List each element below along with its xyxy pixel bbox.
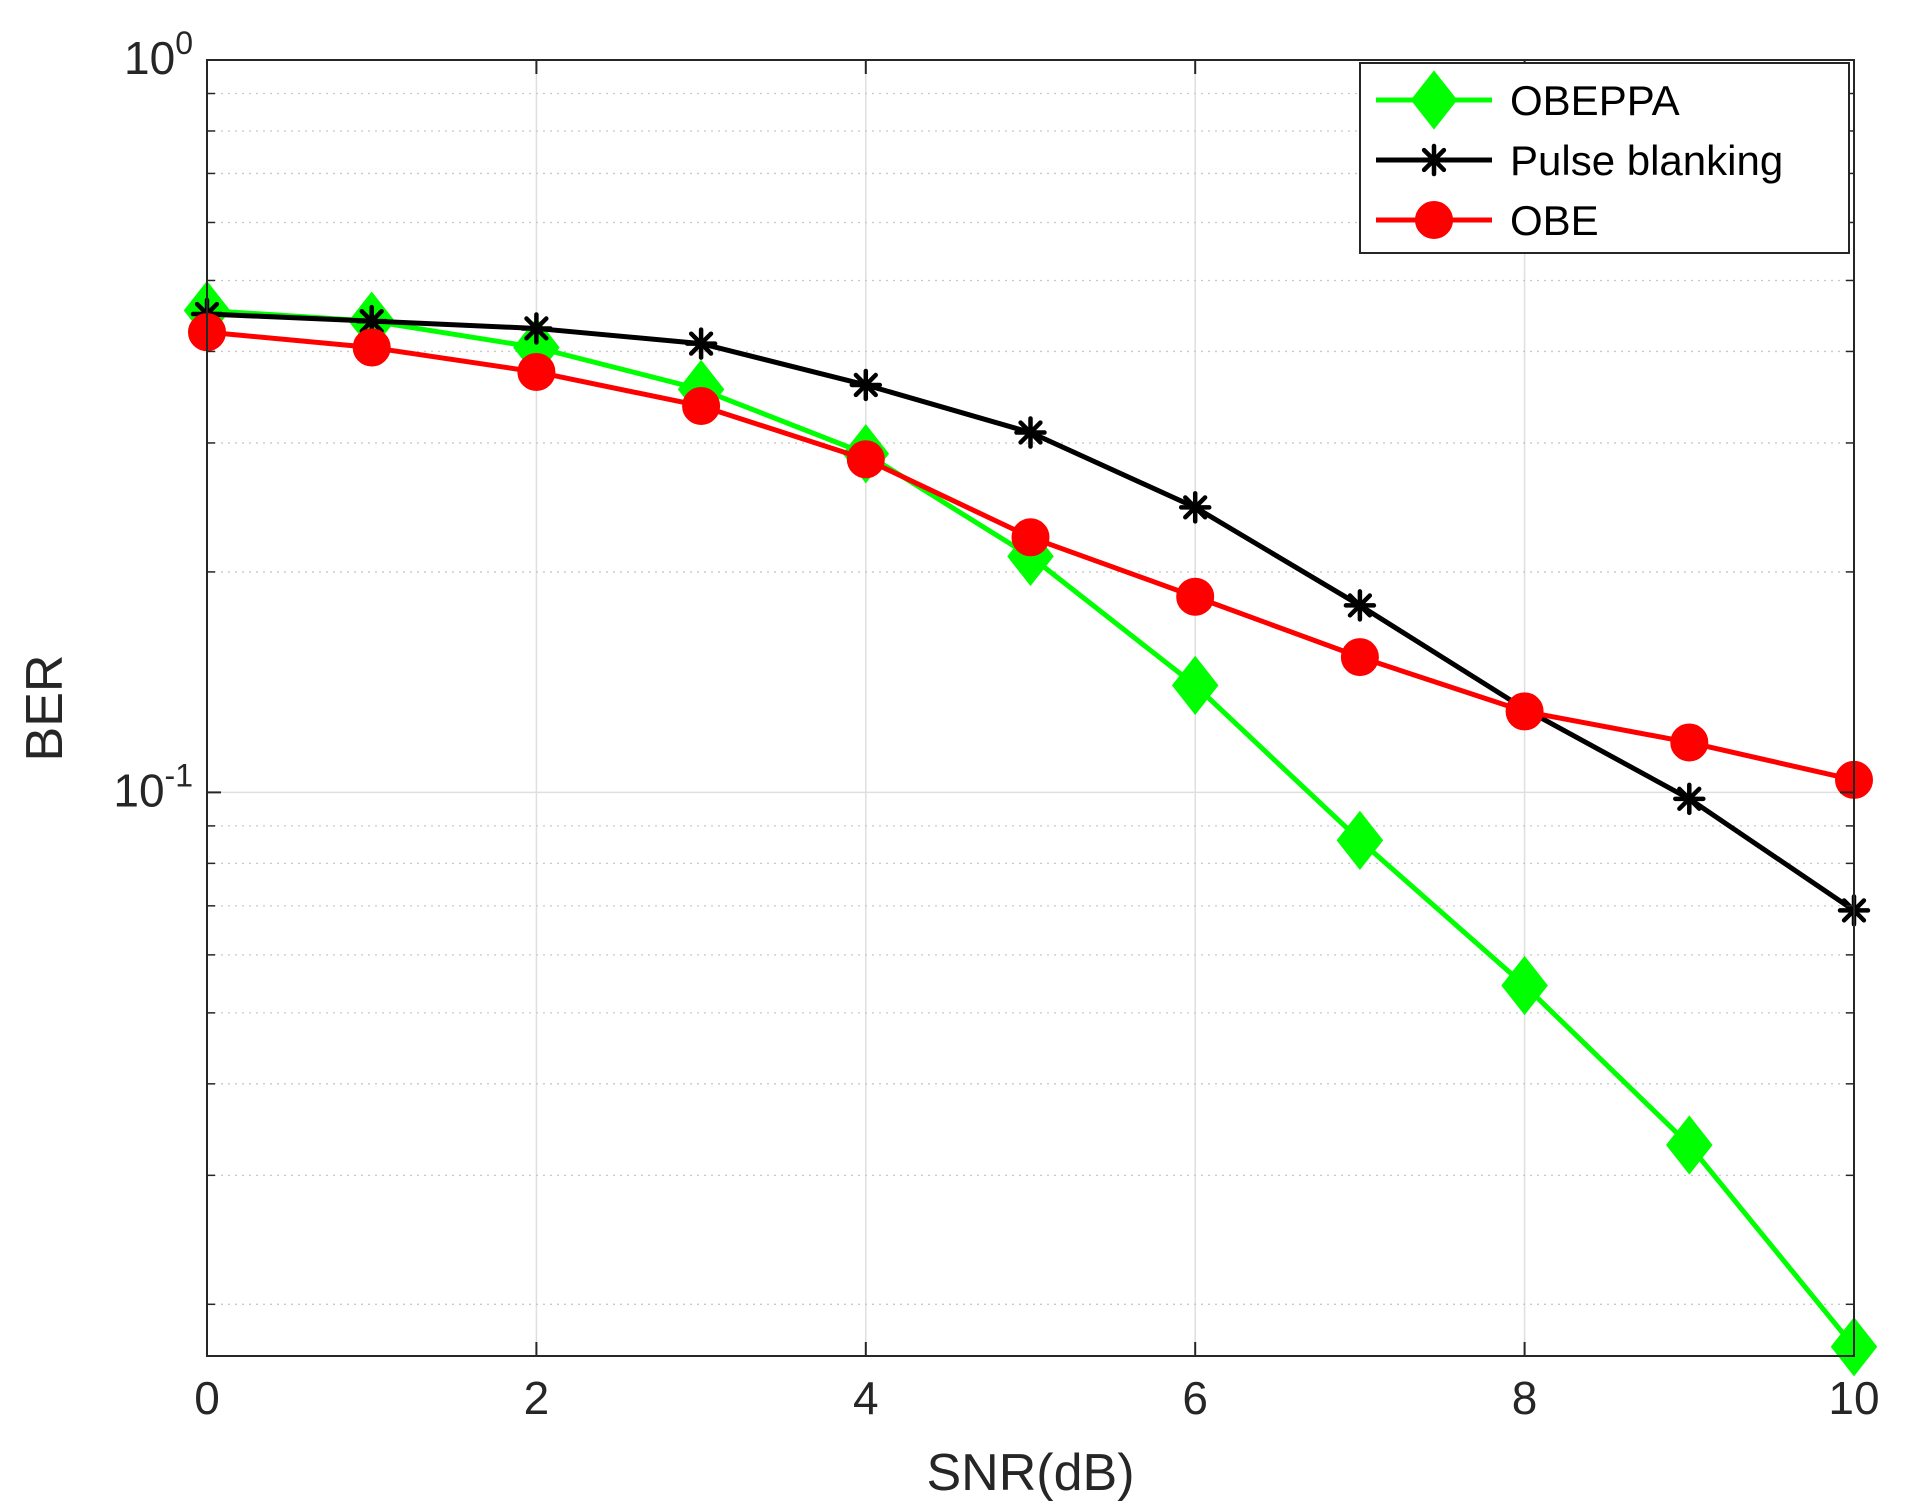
data-point xyxy=(1501,955,1548,1016)
legend: OBEPPA Pulse blanking OBE xyxy=(1359,62,1850,254)
data-point xyxy=(352,328,391,367)
y-tick-label-exponent: 0 xyxy=(175,25,193,61)
series-obe xyxy=(188,313,1873,799)
data-point xyxy=(684,327,718,360)
x-tick-label: 0 xyxy=(194,1372,220,1424)
data-point xyxy=(1176,577,1215,616)
y-tick-label-exponent: -1 xyxy=(165,757,193,793)
asterisk-stroke xyxy=(524,316,549,341)
data-point xyxy=(1171,655,1219,715)
grid xyxy=(206,59,1855,1356)
data-point xyxy=(1417,143,1451,177)
x-tick-label: 4 xyxy=(853,1372,879,1424)
legend-item: Pulse blanking xyxy=(1376,137,1783,184)
y-tick-label: 10-1 xyxy=(113,757,193,816)
x-axis-label: SNR(dB) xyxy=(926,1444,1134,1502)
asterisk-stroke xyxy=(853,372,878,398)
y-tick-label-base: 10 xyxy=(124,32,175,84)
asterisk-stroke xyxy=(1018,420,1043,445)
asterisk-stroke xyxy=(1677,786,1702,811)
data-point xyxy=(1178,491,1212,524)
x-tick-label: 6 xyxy=(1182,1372,1208,1424)
data-point xyxy=(846,440,885,479)
x-tick-label: 10 xyxy=(1828,1372,1879,1424)
legend-label: OBE xyxy=(1510,197,1599,244)
axes-frame xyxy=(206,59,1855,1357)
data-point xyxy=(517,352,556,391)
data-point xyxy=(849,368,883,402)
legend-item: OBE xyxy=(1376,197,1599,244)
legend-label: OBEPPA xyxy=(1510,77,1680,124)
asterisk-stroke xyxy=(688,331,714,356)
data-point xyxy=(1410,70,1458,130)
data-point xyxy=(1336,810,1384,870)
data-point xyxy=(1415,201,1453,239)
data-point xyxy=(1011,518,1050,557)
y-axis-label: BER xyxy=(16,655,74,762)
x-tick-label: 2 xyxy=(524,1372,550,1424)
data-point xyxy=(1014,416,1047,449)
data-point xyxy=(1340,638,1379,677)
data-point xyxy=(1666,1115,1713,1175)
plot-area xyxy=(183,59,1878,1377)
data-point xyxy=(1670,723,1709,762)
y-tick-label: 100 xyxy=(124,25,193,84)
asterisk-stroke xyxy=(1421,147,1447,173)
data-point xyxy=(682,386,721,425)
asterisk-stroke xyxy=(359,308,384,334)
legend-item: OBEPPA xyxy=(1376,70,1680,130)
series-pulse-blanking xyxy=(190,297,1871,927)
legend-label: Pulse blanking xyxy=(1510,137,1783,184)
plot-background xyxy=(207,60,1854,1356)
data-point xyxy=(1673,782,1706,816)
data-point xyxy=(520,312,553,345)
y-tick-label-base: 10 xyxy=(113,764,164,816)
asterisk-stroke xyxy=(1183,495,1208,520)
asterisk-stroke xyxy=(1347,593,1373,618)
data-point xyxy=(1343,589,1377,622)
x-tick-label: 8 xyxy=(1512,1372,1538,1424)
data-point xyxy=(1505,692,1544,731)
